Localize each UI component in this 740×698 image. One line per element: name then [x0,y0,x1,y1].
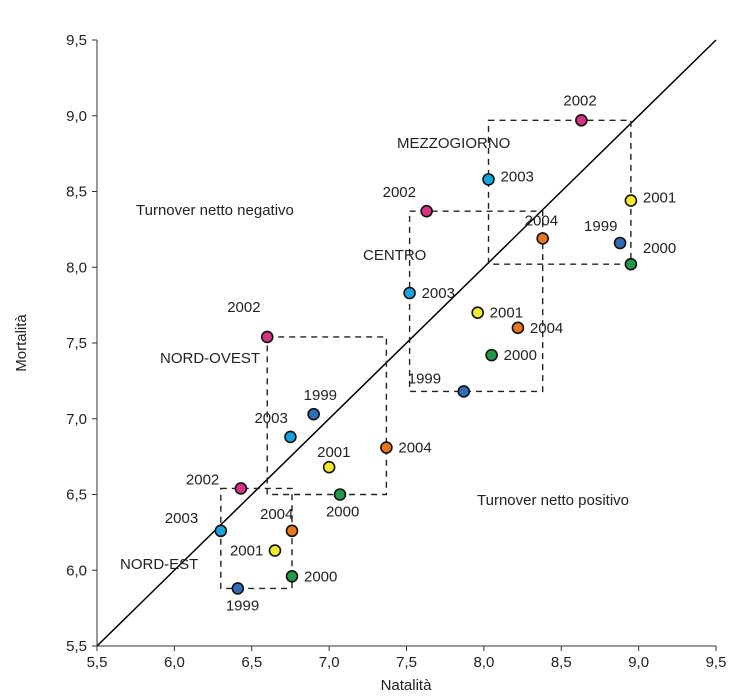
x-tick-label: 8,0 [473,654,494,671]
point-label-nord-est-2003: 2003 [165,510,198,527]
y-axis-title: Mortalità [13,314,30,372]
data-point-mezzogiorno-2001 [624,194,638,207]
axes: 5,5 6,0 6,5 7,0 7,5 8,0 8,5 9,0 9,5 5,5 6,0 6,5 7,0 7… [66,32,726,671]
data-point-nord-ovest-2002 [260,330,274,344]
group-label-nord-est: NORD-EST [120,556,198,573]
data-point-mezzogiorno-2002 [575,113,588,127]
group-label-centro: CENTRO [363,247,426,264]
point-label-nord-ovest-2004: 2004 [398,440,431,457]
group-label-nord-ovest: NORD-OVEST [160,350,260,367]
data-point-nord-est-2002 [234,482,248,495]
point-label-centro-2001: 2001 [490,305,523,322]
data-point-mezzogiorno-1999 [613,236,627,250]
point-label-nord-est-2001: 2001 [230,543,263,560]
point-label-nord-ovest-2003: 2003 [254,410,287,427]
data-point-centro-1999 [457,385,471,398]
annotation-positive-turnover: Turnover netto positivo [477,492,629,509]
point-label-nord-est-2004: 2004 [260,506,293,523]
point-label-centro-2000: 2000 [504,347,537,364]
y-tick-label: 8,5 [66,184,87,201]
point-label-nord-est-2002: 2002 [186,471,219,488]
data-point-nord-ovest-1999 [307,407,320,421]
point-label-nord-ovest-2000: 2000 [326,504,359,521]
data-point-mezzogiorno-2000 [624,257,638,271]
data-point-nord-ovest-2000 [333,488,347,501]
group-boxes [220,119,632,590]
data-point-nord-est-2000 [285,570,299,583]
point-label-centro-2003: 2003 [422,285,455,302]
data-point-centro-2003 [403,286,416,300]
point-label-nord-ovest-2002: 2002 [227,299,260,316]
y-tick-label: 8,0 [66,259,87,276]
point-label-nord-ovest-1999: 1999 [304,387,337,404]
reference-layer [96,39,717,647]
point-label-nord-est-1999: 1999 [226,597,259,614]
y-tick-label: 6,0 [66,562,87,579]
point-label-mezzogiorno-2002: 2002 [563,92,596,109]
group-box-nord-est [220,487,293,590]
point-label-mezzogiorno-2001: 2001 [643,190,676,207]
data-point-nord-est-1999 [231,582,245,595]
data-point-nord-ovest-2003 [284,430,297,444]
data-point-nord-est-2004 [285,524,299,538]
data-point-mezzogiorno-2004 [536,232,549,245]
text-labels: Natalità Mortalità Turnover netto negati… [13,135,629,694]
data-point-mezzogiorno-2003 [482,173,495,186]
y-tick-label: 9,5 [66,32,87,49]
point-label-mezzogiorno-2003: 2003 [501,168,534,185]
x-tick-label: 6,0 [164,654,185,671]
data-point-centro-2000 [485,348,498,362]
data-points: 1999 2000 2001 2002 2003 2004 1999 2000 2001 2002… [165,92,676,614]
x-tick-label: 5,5 [87,654,108,671]
point-label-centro-2002: 2002 [383,184,416,201]
point-label-mezzogiorno-2004: 2004 [525,212,558,229]
x-tick-label: 8,5 [551,654,572,671]
data-point-nord-est-2003 [214,524,228,538]
x-axis-title: Natalità [381,677,433,694]
group-box-nord-ovest [266,336,388,496]
point-label-centro-2004: 2004 [530,320,563,337]
x-tick-label: 6,5 [241,654,262,671]
point-label-mezzogiorno-2000: 2000 [643,240,676,257]
x-tick-label: 7,5 [396,654,417,671]
y-tick-label: 7,5 [66,335,87,352]
point-label-mezzogiorno-1999: 1999 [584,218,617,235]
data-point-centro-2001 [471,306,484,320]
point-label-centro-1999: 1999 [408,370,441,387]
y-tick-label: 5,5 [66,638,87,655]
y-tick-label: 7,0 [66,411,87,428]
group-box-mezzogiorno [487,119,632,265]
data-point-centro-2002 [420,204,433,218]
diagonal-reference-line [96,39,717,647]
group-label-mezzogiorno: MEZZOGIORNO [397,135,510,152]
point-label-nord-ovest-2001: 2001 [317,444,350,461]
group-box-centro [408,210,544,393]
x-tick-label: 9,5 [706,654,727,671]
annotation-negative-turnover: Turnover netto negativo [136,202,294,219]
point-label-nord-est-2000: 2000 [304,568,337,585]
data-point-centro-2004 [511,321,525,335]
x-tick-label: 7,0 [319,654,340,671]
data-point-nord-ovest-2001 [322,460,336,474]
data-point-nord-ovest-2004 [380,441,393,454]
y-tick-label: 6,5 [66,487,87,504]
y-tick-label: 9,0 [66,108,87,125]
data-point-nord-est-2001 [268,544,282,557]
x-tick-label: 9,0 [628,654,649,671]
